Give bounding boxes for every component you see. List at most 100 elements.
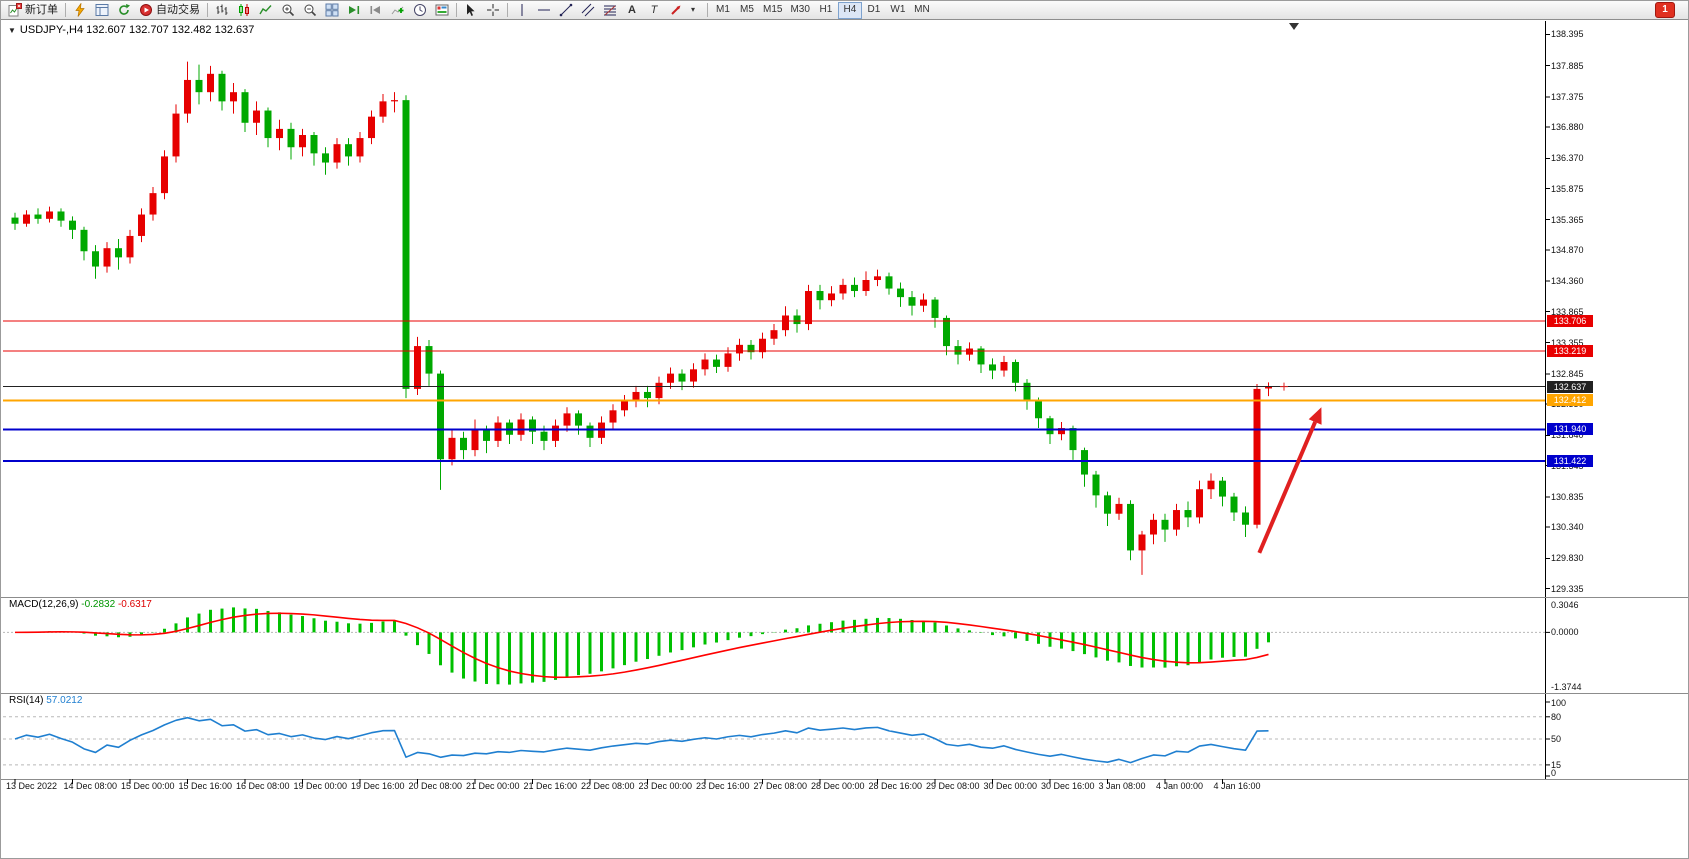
candle-body (954, 346, 962, 355)
chart-shift-icon (370, 6, 380, 14)
cursor-button[interactable] (460, 2, 482, 19)
rsi-label: RSI(14) 57.0212 (9, 695, 82, 706)
candle-body (471, 428, 479, 451)
candle-body (920, 299, 927, 306)
candle-body (161, 156, 168, 194)
crosshair-button[interactable] (482, 2, 504, 19)
candle-body (23, 214, 30, 224)
trend-arrow-annotation[interactable] (1257, 421, 1317, 554)
candle-body (828, 293, 835, 301)
candle-body (184, 79, 191, 114)
trendline-tool-button[interactable] (555, 2, 577, 19)
candle-body (931, 299, 939, 318)
candle-body (264, 110, 272, 139)
candle-body (678, 373, 686, 382)
candle-body (966, 348, 973, 355)
candle-body (793, 315, 801, 325)
candle-body (874, 276, 881, 281)
refresh-button[interactable] (113, 2, 135, 19)
timeframe-button-m5[interactable]: M5 (735, 2, 759, 19)
new-order-button[interactable]: 新订单 (4, 2, 62, 19)
candle-body (805, 291, 812, 325)
candle-body (644, 391, 651, 399)
candle-body (667, 373, 674, 383)
timeframe-button-h1[interactable]: H1 (814, 2, 838, 19)
label-tool-icon: T (650, 3, 658, 16)
trendline-icon (559, 3, 573, 17)
timeframe-button-d1[interactable]: D1 (862, 2, 886, 19)
templates-icon (435, 4, 449, 16)
notification-badge-icon: 1 (1655, 2, 1675, 18)
candle-body (529, 419, 536, 432)
chart-menu-button[interactable]: ▼ (8, 25, 16, 35)
candle-body (517, 419, 525, 435)
horizontal-line-tool-button[interactable] (533, 2, 555, 19)
candle-body (46, 211, 53, 219)
timeframe-button-m1[interactable]: M1 (711, 2, 735, 19)
candle-body (1023, 382, 1031, 400)
candle-body (1046, 418, 1054, 435)
candle-body (609, 410, 617, 423)
market-watch-button[interactable] (91, 2, 113, 19)
candle-body (1184, 510, 1192, 518)
candle-body (1012, 361, 1019, 383)
candle-body (368, 116, 375, 139)
auto-trading-button[interactable]: 自动交易 (135, 2, 204, 19)
bar-chart-button[interactable] (211, 2, 233, 19)
label-tool-button[interactable]: T (643, 2, 665, 19)
arrows-tool-button[interactable]: ▾ (665, 2, 704, 19)
candlestick-chart-button[interactable] (233, 2, 255, 19)
zoom-in-button[interactable] (277, 2, 299, 19)
candle-body (460, 437, 467, 451)
chart-shift-button[interactable] (365, 2, 387, 19)
indicators-button[interactable] (387, 2, 409, 19)
fibonacci-tool-button[interactable] (599, 2, 621, 19)
tile-windows-button[interactable] (321, 2, 343, 19)
arrow-shape-icon (671, 5, 681, 15)
zoom-out-icon (304, 4, 317, 17)
rsi-name: RSI(14) (9, 695, 44, 706)
candle-body (1265, 386, 1272, 389)
channel-tool-button[interactable] (577, 2, 599, 19)
candle-body (690, 369, 697, 382)
candlestick-chart-icon (239, 4, 249, 16)
candle-body (816, 291, 824, 301)
timeframe-button-m30[interactable]: M30 (786, 2, 813, 19)
candle-body (138, 214, 145, 236)
timeframe-button-h4[interactable]: H4 (837, 1, 862, 19)
notification-button[interactable]: 1 (1651, 1, 1679, 20)
candle-body (276, 128, 283, 139)
toolbar-separator (456, 3, 457, 17)
candle-body (207, 73, 214, 93)
zoom-out-button[interactable] (299, 2, 321, 19)
vertical-line-tool-button[interactable] (511, 2, 533, 19)
chart-shift-marker[interactable] (1289, 23, 1299, 30)
candle-body (736, 344, 743, 354)
line-chart-button[interactable] (255, 2, 277, 19)
candle-body (494, 422, 502, 441)
timeframe-button-m15[interactable]: M15 (759, 2, 786, 19)
timeframe-button-w1[interactable]: W1 (886, 2, 910, 19)
candle-body (1196, 489, 1203, 518)
candle-body (1173, 510, 1180, 530)
candle-body (356, 138, 364, 157)
fibonacci-icon (604, 5, 616, 16)
auto-scroll-icon (349, 6, 360, 14)
text-tool-button[interactable]: A (621, 2, 643, 19)
candle-body (69, 220, 76, 230)
candle-body (759, 338, 766, 353)
new-chart-button[interactable] (69, 2, 91, 19)
candle-body (299, 135, 306, 148)
templates-button[interactable] (431, 2, 453, 19)
periods-button[interactable] (409, 2, 431, 19)
auto-scroll-button[interactable] (343, 2, 365, 19)
toolbar-separator (65, 3, 66, 17)
timeframe-button-mn[interactable]: MN (910, 2, 934, 19)
candle-body (1230, 496, 1238, 513)
candle-body (586, 425, 594, 438)
candle-body (1150, 519, 1157, 535)
macd-main-value: -0.2832 (81, 599, 116, 610)
candle-body (241, 92, 249, 123)
